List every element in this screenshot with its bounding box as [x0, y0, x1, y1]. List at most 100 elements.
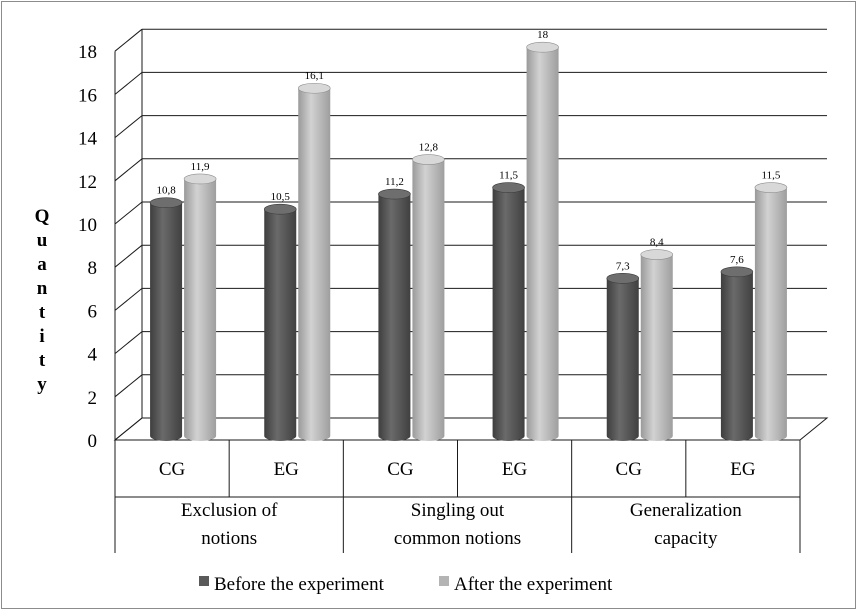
bar: [183, 173, 217, 442]
y-axis-title-letter: n: [37, 278, 48, 299]
group-label: Singling out: [411, 500, 505, 521]
y-tick-label: 4: [88, 345, 98, 366]
bars: [149, 41, 788, 442]
bar-body: [754, 187, 787, 442]
gridline-depth: [114, 288, 143, 311]
group-label: capacity: [654, 528, 718, 549]
gridline-depth: [114, 374, 143, 398]
gridline-depth: [114, 244, 143, 268]
data-label: 8,4: [650, 237, 664, 249]
bar-body: [378, 194, 411, 442]
gridline-depth: [114, 331, 143, 354]
bar-body: [720, 271, 753, 442]
bar: [640, 249, 674, 442]
gridline-depth: [114, 201, 143, 225]
data-label: 11,5: [761, 170, 780, 182]
y-axis-title-letter: t: [39, 350, 46, 371]
group-label: Exclusion of: [181, 500, 278, 521]
bar: [149, 197, 183, 442]
bar-top: [263, 203, 297, 215]
gridline-depth: [114, 72, 143, 95]
y-tick-label: 18: [78, 42, 97, 63]
bar-body: [264, 209, 297, 442]
data-label: 11,9: [191, 161, 210, 173]
category-label: EG: [502, 459, 528, 480]
bar-top: [526, 41, 559, 53]
group-label: Generalization: [630, 500, 742, 521]
data-label: 16,1: [305, 70, 324, 82]
bar-body: [640, 254, 673, 442]
category-label: CG: [387, 459, 414, 480]
legend-item: After the experiment: [439, 574, 613, 595]
y-tick-labels: 0 2 4 6 8 10 12 14 16 18: [78, 42, 98, 452]
bar: [378, 188, 411, 442]
category-label: EG: [274, 459, 300, 480]
bar-top: [297, 82, 331, 94]
bar: [606, 273, 640, 442]
data-label: 11,5: [499, 170, 518, 182]
data-label: 18: [537, 29, 549, 41]
y-tick-label: 2: [88, 388, 98, 409]
legend-swatch: [439, 576, 449, 586]
gridline-depth: [114, 158, 143, 182]
y-tick-label: 16: [78, 85, 97, 106]
bar: [263, 203, 297, 442]
bar-top: [378, 188, 411, 200]
bar-top: [412, 154, 445, 165]
bar: [754, 182, 788, 442]
data-label: 12,8: [419, 142, 439, 154]
y-tick-label: 14: [78, 129, 98, 150]
y-tick-label: 8: [88, 258, 98, 279]
bar: [297, 82, 331, 442]
data-label: 10,5: [271, 191, 291, 203]
y-axis-title-letter: y: [37, 374, 47, 395]
data-label: 7,6: [730, 254, 744, 266]
bar-top: [492, 182, 525, 193]
y-tick-label: 0: [88, 431, 98, 452]
bar-body: [526, 47, 559, 442]
bar-top: [720, 266, 754, 278]
bar-body: [492, 187, 525, 441]
data-label: 11,2: [385, 176, 404, 188]
bar-top: [149, 197, 183, 209]
data-label: 7,3: [616, 260, 630, 272]
bar: [492, 182, 525, 441]
legend-label: After the experiment: [454, 574, 613, 595]
gridline-depth: [114, 28, 143, 52]
data-label: 10,8: [156, 185, 176, 197]
gridlines: [113, 28, 829, 441]
bar-top: [754, 182, 788, 193]
category-axis: CG EG CG EG CG EG Exclusion of notions Singling …: [114, 440, 801, 553]
group-label: notions: [201, 528, 257, 549]
bar: [412, 154, 445, 442]
bar-body: [184, 178, 217, 442]
bar-body: [150, 202, 183, 442]
y-axis-title-letter: t: [39, 302, 46, 323]
bar: [526, 41, 559, 442]
category-label: CG: [159, 459, 186, 480]
bar-top: [183, 173, 217, 185]
legend-item: Before the experiment: [199, 574, 385, 595]
category-label: EG: [730, 459, 756, 480]
y-axis-title-letter: Q: [35, 206, 50, 227]
category-label: CG: [616, 459, 643, 480]
y-tick-label: 6: [88, 301, 98, 322]
bar-body: [412, 159, 445, 442]
bar: [720, 266, 754, 442]
bar-top: [640, 249, 674, 260]
bar-top: [606, 273, 640, 284]
y-axis-title-letter: a: [37, 254, 47, 275]
bar-body: [606, 278, 639, 442]
bar-body: [298, 88, 331, 442]
floor: [113, 417, 829, 441]
y-tick-label: 10: [78, 215, 97, 236]
y-axis-title-letter: u: [37, 230, 48, 251]
legend-swatch: [199, 576, 209, 586]
legend: Before the experiment After the experimen…: [199, 574, 613, 595]
data-labels: 10,8 11,9 10,5 16,1 11,2 12,8 11,5 18 7,3 8,4 7,6 1…: [156, 29, 780, 272]
legend-label: Before the experiment: [214, 574, 385, 595]
gridline-depth: [114, 115, 143, 138]
y-axis-title-letter: i: [39, 326, 44, 347]
